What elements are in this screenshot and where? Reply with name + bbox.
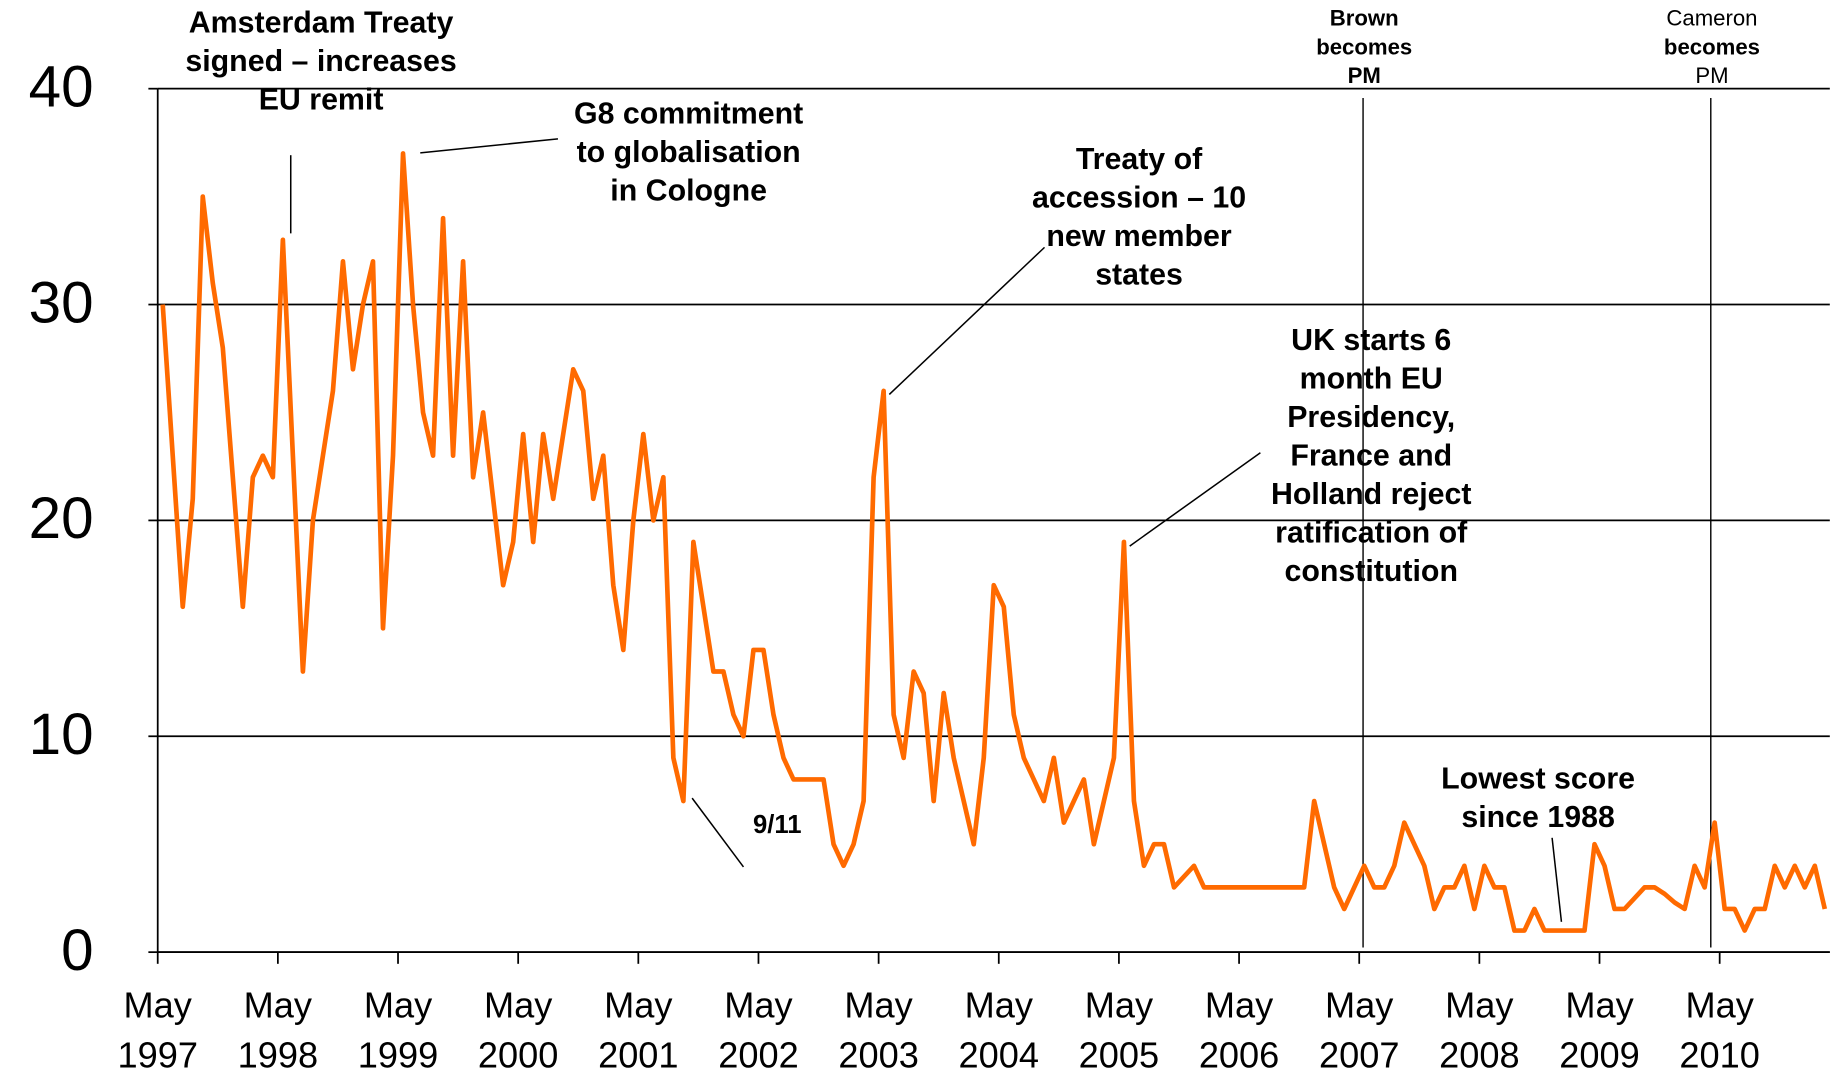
annotation: PM: [1348, 63, 1381, 88]
x-tick-label-box: May 1999: [357, 984, 439, 1076]
annotation: ratification of: [1275, 516, 1468, 549]
data-line: [160, 151, 1828, 933]
y-tick-label: 40: [29, 54, 94, 119]
x-tick-label-box: May 2000: [477, 984, 559, 1076]
y-tick-label: 0: [61, 918, 93, 983]
x-tick-label: May 2001: [598, 984, 679, 1076]
annotation: Treaty of: [1076, 143, 1203, 176]
annotation: states: [1095, 259, 1183, 292]
x-tick-label: May 2008: [1439, 984, 1520, 1076]
annotation: UK starts 6: [1291, 324, 1451, 357]
x-tick-label-box: May 2008: [1439, 984, 1520, 1076]
leader-line: [420, 138, 559, 154]
leader-line: [888, 246, 1046, 395]
x-tick-label-box: May 2007: [1318, 984, 1400, 1076]
x-tick-label-box: May 2003: [838, 984, 919, 1076]
leader-line: [1129, 452, 1261, 547]
y-tick-label: 10: [29, 702, 94, 767]
annotation: becomes: [1316, 34, 1412, 59]
x-tick-label-box: May 2010: [1679, 984, 1760, 1076]
x-tick-label-box: May 2004: [958, 984, 1039, 1076]
leader-line: [691, 797, 745, 868]
annotation: PM: [1695, 63, 1728, 88]
annotation: since 1988: [1461, 801, 1614, 834]
annotation: 9/11: [753, 811, 802, 839]
x-tick-label: May 2003: [838, 984, 919, 1076]
x-tick-label-box: May 2005: [1078, 984, 1160, 1076]
annotation: signed – increases: [185, 45, 456, 78]
annotation: Brown: [1330, 6, 1399, 31]
x-tick-label: May 2009: [1559, 984, 1640, 1076]
x-tick-label-box: May 2002: [718, 984, 799, 1076]
x-tick-label: May 1999: [357, 984, 439, 1076]
x-tick-label: May 2000: [477, 984, 559, 1076]
annotation: in Cologne: [610, 175, 767, 208]
x-tick-label-box: May 1997: [117, 984, 198, 1076]
x-tick-label: May 2010: [1679, 984, 1760, 1076]
annotation: Holland reject: [1271, 478, 1472, 511]
x-tick-label: May 2006: [1198, 984, 1280, 1076]
annotation: month EU: [1300, 362, 1443, 395]
x-tick-label-box: May 1998: [237, 984, 319, 1076]
annotation: G8 commitment: [574, 98, 803, 131]
annotation: becomes: [1664, 34, 1760, 59]
annotation: Cameron: [1666, 6, 1757, 31]
x-tick-label: May 1998: [237, 984, 319, 1076]
y-tick-label: 20: [29, 486, 94, 551]
annotation: constitution: [1284, 555, 1458, 588]
y-tick-label: 30: [29, 270, 94, 335]
annotation: to globalisation: [577, 136, 801, 169]
x-tick-label: May 2007: [1318, 984, 1400, 1076]
annotation: France and: [1290, 439, 1452, 472]
x-tick-label: May 1997: [117, 984, 198, 1076]
annotation: accession – 10: [1032, 182, 1246, 215]
x-tick-label: May 2002: [718, 984, 799, 1076]
x-tick-label-box: May 2009: [1559, 984, 1640, 1076]
annotation: new member: [1046, 220, 1232, 253]
leader-line: [1551, 837, 1563, 922]
x-tick-label: May 2004: [958, 984, 1039, 1076]
x-tick-label-box: May 2001: [598, 984, 679, 1076]
annotation: EU remit: [259, 84, 384, 117]
x-tick-label: May 2005: [1078, 984, 1160, 1076]
annotation: Lowest score: [1441, 763, 1635, 796]
annotation: Presidency,: [1287, 401, 1455, 434]
x-tick-label-box: May 2006: [1198, 984, 1280, 1076]
annotation: Amsterdam Treaty: [189, 7, 454, 40]
